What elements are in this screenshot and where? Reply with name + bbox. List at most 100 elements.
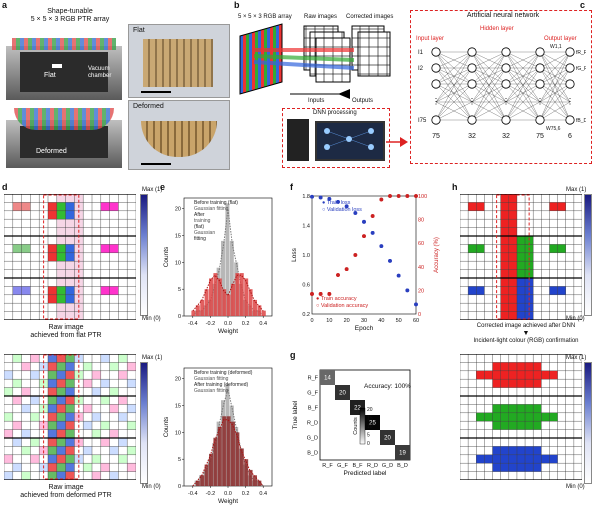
grid-cell bbox=[118, 412, 128, 422]
col-label: B_D bbox=[397, 463, 408, 469]
grid-cell bbox=[48, 244, 57, 253]
grid-cell bbox=[500, 252, 509, 262]
grid-cell bbox=[127, 446, 136, 455]
grid-cell bbox=[508, 454, 517, 464]
legend-label: Gaussian bbox=[194, 230, 215, 236]
accuracy-point bbox=[336, 273, 340, 277]
connection bbox=[471, 51, 507, 69]
input-name: I1 bbox=[418, 50, 424, 56]
grid-cell bbox=[525, 421, 534, 430]
grid-cell bbox=[74, 219, 84, 228]
grid-cell bbox=[508, 412, 517, 422]
grid-cell bbox=[65, 362, 75, 371]
grid-cell bbox=[500, 286, 509, 295]
grid-cell bbox=[65, 438, 75, 447]
plot-frame bbox=[311, 195, 417, 315]
grid-cell bbox=[48, 294, 57, 304]
grid-cell bbox=[56, 412, 66, 422]
grid-cell bbox=[4, 454, 13, 464]
neuron bbox=[501, 79, 511, 89]
min-label-d2: Min (0) bbox=[142, 484, 161, 490]
grid-cell bbox=[65, 421, 75, 430]
neuron bbox=[501, 63, 511, 73]
dnn-label: DNN processing bbox=[313, 110, 357, 116]
grid-cell bbox=[30, 454, 40, 464]
grid-cell bbox=[65, 244, 75, 253]
panel-c-label: c bbox=[580, 0, 586, 10]
x-tick-label: 10 bbox=[326, 318, 332, 324]
panel-h-label: h bbox=[452, 182, 458, 192]
grid-cell bbox=[516, 252, 526, 262]
y-axis-label: Counts bbox=[163, 246, 170, 267]
histogram-bar bbox=[244, 459, 249, 486]
grid-cell bbox=[56, 429, 66, 438]
title-line2: 5 × 5 × 3 RGB PTR array bbox=[30, 16, 110, 23]
grid-cell bbox=[56, 471, 66, 480]
grid-cell bbox=[21, 404, 31, 413]
grid-cell bbox=[516, 294, 526, 304]
grid-cell bbox=[500, 446, 509, 455]
input-layer-label: Input layer bbox=[416, 36, 445, 42]
grid-cell bbox=[516, 463, 526, 472]
grid-cell bbox=[516, 454, 526, 464]
panel-c: c Artificial neural network Hidden layer… bbox=[408, 0, 598, 170]
loss-point bbox=[362, 219, 366, 224]
connection bbox=[539, 51, 571, 85]
grid-cell bbox=[65, 354, 75, 363]
grid-cell bbox=[118, 454, 128, 464]
grid-cell bbox=[109, 387, 119, 396]
x-tick-label: 0 bbox=[310, 318, 313, 324]
legend-label: Gaussian fitting bbox=[194, 388, 229, 394]
grid-cell bbox=[92, 412, 101, 422]
cell-value: 22 bbox=[354, 406, 361, 412]
matrix-cell bbox=[320, 370, 335, 385]
grid-cell bbox=[56, 278, 66, 287]
grid-cell bbox=[21, 202, 31, 211]
legend-label: fitting bbox=[194, 236, 206, 242]
grid-cell bbox=[65, 278, 75, 287]
connection bbox=[539, 83, 571, 121]
grid-cell bbox=[56, 463, 66, 472]
grid-cell bbox=[533, 446, 542, 455]
connection bbox=[435, 83, 473, 103]
highlight-box bbox=[496, 194, 530, 320]
grid-cell bbox=[39, 421, 48, 430]
grid-cell bbox=[100, 421, 110, 430]
grid-cell bbox=[12, 379, 22, 388]
y2-tick-label: 60 bbox=[418, 241, 424, 247]
x-tick-label: 0.2 bbox=[242, 491, 250, 497]
grid-cell bbox=[525, 412, 534, 422]
grid-cell bbox=[48, 454, 57, 464]
x-tick-label: 50 bbox=[396, 318, 402, 324]
grid-cell bbox=[484, 370, 493, 380]
grid-cell bbox=[508, 202, 517, 211]
connection bbox=[505, 51, 541, 85]
grid-cell bbox=[30, 354, 40, 363]
accuracy-point bbox=[327, 292, 332, 296]
grid-cell bbox=[500, 303, 509, 312]
grid-cell bbox=[56, 396, 66, 405]
loss-point bbox=[353, 211, 358, 215]
panel-f-label: f bbox=[290, 182, 293, 192]
row-label: R_D bbox=[307, 421, 318, 427]
legend-label: Before training (deformed) bbox=[194, 370, 253, 376]
grid-cell bbox=[525, 404, 534, 413]
grid-cell bbox=[516, 236, 526, 245]
cell-value: 20 bbox=[384, 436, 391, 442]
raw-grid-deformed bbox=[4, 354, 136, 480]
y2-tick-label: 20 bbox=[418, 288, 424, 294]
x-tick-label: 0.2 bbox=[242, 321, 250, 327]
grid-cell bbox=[4, 471, 13, 480]
colorbar-tick: 20 bbox=[367, 407, 373, 413]
y-tick-label: 0.6 bbox=[302, 283, 310, 289]
grid-cell bbox=[525, 454, 534, 464]
colorbar-h-bot bbox=[584, 362, 592, 484]
grid-cell bbox=[508, 227, 517, 236]
y-tick-label: 20 bbox=[175, 377, 181, 383]
accuracy-point bbox=[414, 194, 418, 198]
grid-cell bbox=[533, 362, 542, 371]
grid-cell bbox=[492, 362, 501, 371]
grid-cell bbox=[12, 286, 22, 295]
grid-cell bbox=[100, 438, 110, 447]
grid-lines bbox=[460, 194, 582, 320]
